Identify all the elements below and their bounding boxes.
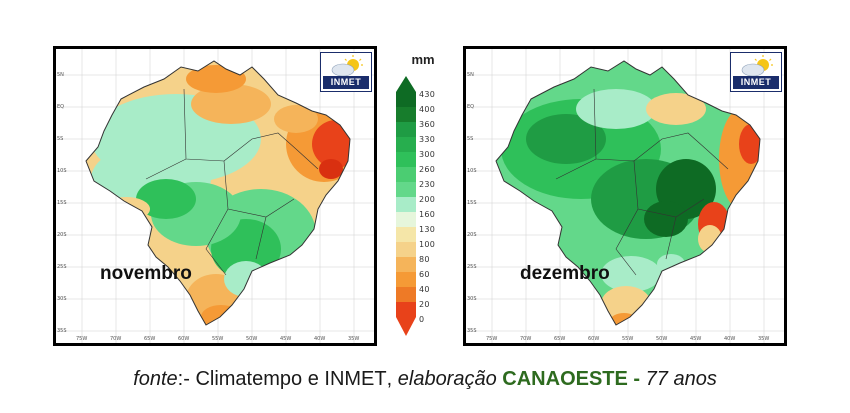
caption-dash: - [627,368,646,390]
lat-axis-label: EQ [467,104,475,110]
lat-axis-label: 10S [57,168,67,174]
lat-axis-label: 15S [57,200,67,206]
lat-axis-label: 30S [57,296,67,302]
lat-axis-label: EQ [57,104,65,110]
lat-axis-label: 10S [467,168,477,174]
caption-anos: 77 anos [645,368,717,390]
lon-axis-label: 40W [724,336,736,342]
lon-axis-label: 50W [246,336,258,342]
lat-axis-label: 5S [467,136,474,142]
inmet-logo: INMET [320,52,372,92]
legend-tick-label: 300 [419,150,436,159]
lon-axis-label: 75W [76,336,88,342]
lon-axis-label: 70W [110,336,122,342]
lon-axis-label: 50W [656,336,668,342]
lat-axis-label: 30S [467,296,477,302]
caption-comma: , [386,368,398,390]
lon-axis-label: 55W [622,336,634,342]
state-borders [555,88,729,276]
legend-tick-label: 60 [419,270,430,279]
lat-axis-label: 25S [467,264,477,270]
lat-axis-label: 20S [57,232,67,238]
lon-axis-label: 45W [690,336,702,342]
state-borders [145,88,319,276]
legend-tick-label: 100 [419,240,436,249]
caption-sep: :- Climatempo e [177,368,325,390]
lon-axis-label: 65W [554,336,566,342]
inmet-logo: INMET [730,52,782,92]
logo-text: INMET [733,76,779,89]
colorbar-top-arrow [396,76,416,92]
lon-axis-label: 75W [486,336,498,342]
legend-tick-label: 330 [419,135,436,144]
lat-axis-label: 5N [467,72,474,78]
sun-cloud-icon [741,55,773,77]
legend-unit: mm [411,52,435,67]
caption-inmet-i: I [324,368,330,390]
legend-tick-label: 80 [419,255,430,264]
legend-tick-label: 160 [419,210,436,219]
lat-axis-label: 5N [57,72,64,78]
november-precip-map [56,49,374,343]
lat-axis-label: 35S [57,328,67,334]
lon-axis-label: 65W [144,336,156,342]
lon-axis-label: 60W [178,336,190,342]
lon-axis-label: 40W [314,336,326,342]
precip-colorbar [396,76,416,336]
lon-axis-label: 35W [348,336,360,342]
colorbar-bottom-arrow [396,317,416,336]
lon-axis-label: 35W [758,336,770,342]
lat-axis-label: 5S [57,136,64,142]
november-map-panel: novembro INMET [53,46,377,346]
lat-axis-label: 20S [467,232,477,238]
legend-tick-label: 230 [419,180,436,189]
lat-axis-label: 25S [57,264,67,270]
legend-tick-label: 200 [419,195,436,204]
caption-inmet-rest: NMET [329,368,387,390]
lon-axis-label: 60W [588,336,600,342]
country-border [85,60,351,326]
country-border [495,60,761,326]
legend-tick-label: 40 [419,285,430,294]
lon-axis-label: 70W [520,336,532,342]
caption-elab: elaboração [397,368,503,390]
legend-tick-label: 400 [419,105,436,114]
source-caption: fonte:- Climatempo e INMET, elaboração C… [0,368,850,391]
caption-fonte: fonte [133,368,178,390]
month-label: novembro [100,263,192,284]
legend-tick-label: 430 [419,90,436,99]
logo-text: INMET [323,76,369,89]
december-precip-map [466,49,784,343]
lon-axis-label: 55W [212,336,224,342]
caption-can-c: C [502,368,517,390]
lat-axis-label: 35S [467,328,477,334]
legend-tick-label: 360 [419,120,436,129]
december-map-panel: dezembro INMET [463,46,787,346]
legend-tick-label: 130 [419,225,436,234]
legend-tick-label: 260 [419,165,436,174]
legend-tick-label: 20 [419,300,430,309]
legend-tick-label: 0 [419,315,425,324]
caption-can-rest: ANAOESTE [516,368,628,390]
lon-axis-label: 45W [280,336,292,342]
lat-axis-label: 15S [467,200,477,206]
month-label: dezembro [520,263,610,284]
